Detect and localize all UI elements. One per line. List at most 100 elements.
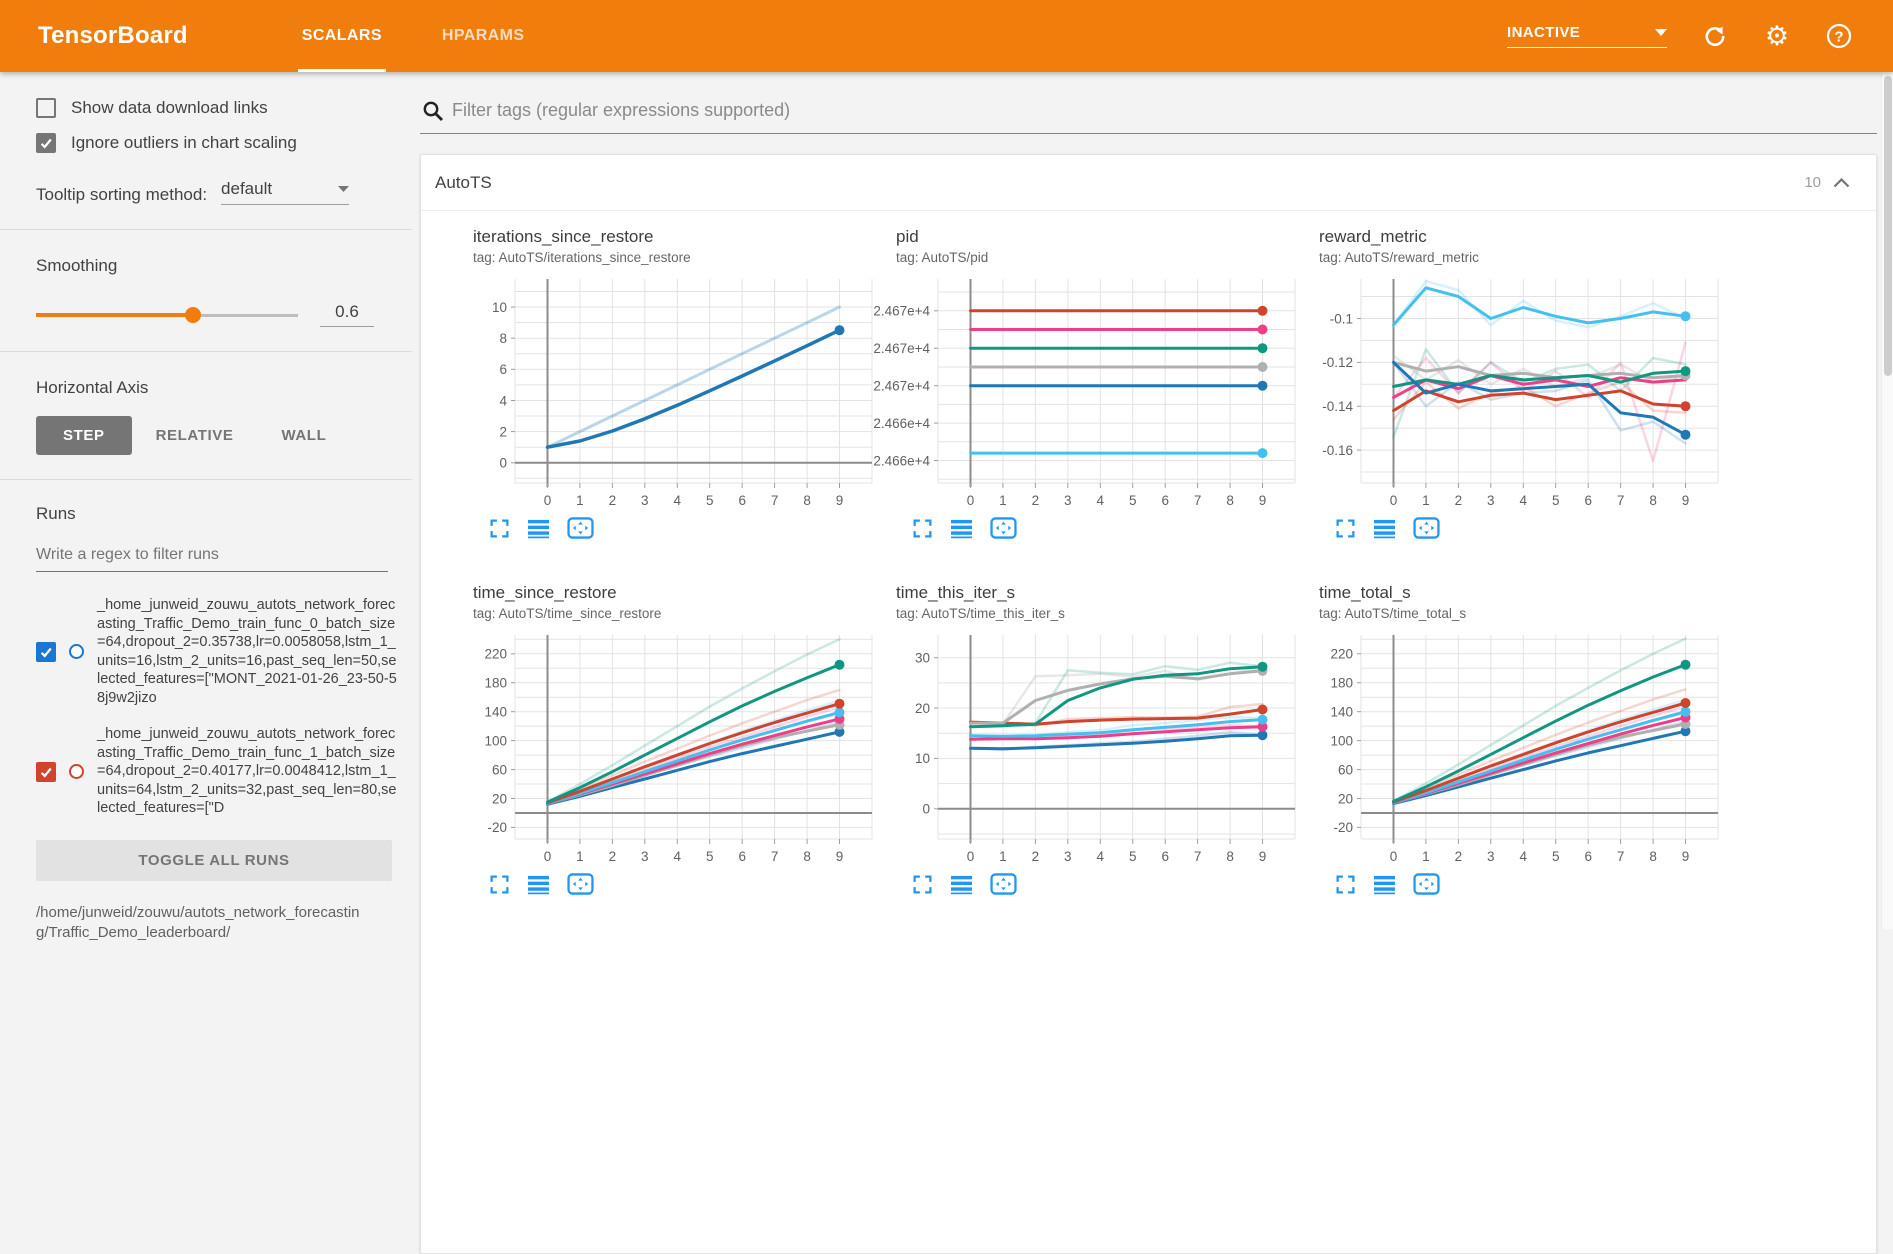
fullscreen-icon[interactable] — [489, 518, 510, 539]
smoothing-slider[interactable] — [36, 305, 298, 325]
show-download-links-checkbox[interactable] — [36, 98, 56, 118]
runs-list-icon[interactable] — [527, 874, 550, 895]
top-app-bar: TensorBoard SCALARS HPARAMS INACTIVE ⚙ ? — [0, 0, 1893, 72]
refresh-icon[interactable] — [1701, 22, 1729, 50]
svg-text:6: 6 — [499, 362, 507, 377]
data-status-dropdown[interactable]: INACTIVE — [1507, 24, 1667, 48]
tooltip-sorting-dropdown[interactable]: default — [221, 179, 349, 205]
chart-block-iterations_since_restore: iterations_since_restore tag: AutoTS/ite… — [451, 227, 874, 539]
svg-text:6: 6 — [1161, 493, 1169, 508]
chart-tag: tag: AutoTS/time_total_s — [1319, 606, 1720, 621]
tab-hparams[interactable]: HPARAMS — [412, 0, 555, 72]
svg-text:3: 3 — [1487, 849, 1495, 864]
fullscreen-icon[interactable] — [912, 874, 933, 895]
status-label: INACTIVE — [1507, 24, 1580, 41]
svg-text:9: 9 — [836, 849, 844, 864]
run-radio[interactable] — [69, 764, 84, 779]
svg-text:10: 10 — [492, 300, 507, 315]
svg-text:0: 0 — [967, 493, 975, 508]
fit-domain-icon[interactable] — [990, 517, 1017, 539]
fit-domain-icon[interactable] — [1413, 517, 1440, 539]
ignore-outliers-label: Ignore outliers in chart scaling — [71, 133, 297, 153]
fit-domain-icon[interactable] — [567, 517, 594, 539]
smoothing-value[interactable]: 0.6 — [320, 302, 374, 327]
svg-text:7: 7 — [1194, 849, 1202, 864]
svg-text:1: 1 — [1422, 849, 1430, 864]
runs-list-icon[interactable] — [1373, 518, 1396, 539]
svg-text:0: 0 — [544, 493, 552, 508]
slider-thumb[interactable] — [185, 307, 201, 323]
section-header[interactable]: AutoTS 10 — [421, 155, 1876, 211]
runs-list-icon[interactable] — [950, 518, 973, 539]
fullscreen-icon[interactable] — [1335, 874, 1356, 895]
svg-text:60: 60 — [1338, 762, 1353, 777]
svg-text:8: 8 — [499, 331, 507, 346]
runs-filter-input[interactable] — [36, 540, 388, 572]
runs-list-icon[interactable] — [527, 518, 550, 539]
main-content: AutoTS 10 iterations_since_restore tag: … — [412, 72, 1893, 929]
svg-text:4: 4 — [1520, 849, 1528, 864]
chart-tag: tag: AutoTS/iterations_since_restore — [473, 250, 874, 265]
run-radio[interactable] — [69, 644, 84, 659]
svg-text:2.467e+4: 2.467e+4 — [874, 304, 930, 319]
chart-tag: tag: AutoTS/time_since_restore — [473, 606, 874, 621]
app-logo: TensorBoard — [38, 22, 188, 50]
fit-domain-icon[interactable] — [1413, 873, 1440, 895]
svg-text:8: 8 — [803, 849, 811, 864]
section-collapse-control[interactable]: 10 — [1804, 174, 1850, 191]
chart-title: iterations_since_restore — [473, 227, 874, 247]
svg-text:8: 8 — [1649, 493, 1657, 508]
svg-text:-20: -20 — [1333, 820, 1353, 835]
svg-text:3: 3 — [1487, 493, 1495, 508]
tab-scalars[interactable]: SCALARS — [272, 0, 412, 72]
svg-text:-20: -20 — [487, 820, 507, 835]
run-checkbox[interactable] — [36, 642, 56, 662]
svg-text:4: 4 — [499, 393, 507, 408]
svg-text:180: 180 — [1330, 676, 1353, 691]
axis-relative-button[interactable]: RELATIVE — [132, 416, 258, 455]
svg-text:0: 0 — [499, 456, 507, 471]
vertical-scrollbar[interactable] — [1881, 72, 1893, 929]
svg-text:6: 6 — [738, 849, 746, 864]
svg-text:0: 0 — [922, 802, 930, 817]
run-item[interactable]: _home_junweid_zouwu_autots_network_forec… — [36, 596, 404, 707]
svg-text:5: 5 — [1552, 849, 1560, 864]
chart-title: time_this_iter_s — [896, 583, 1297, 603]
runs-list-icon[interactable] — [950, 874, 973, 895]
scrollbar-thumb[interactable] — [1884, 76, 1892, 376]
axis-wall-button[interactable]: WALL — [257, 416, 350, 455]
settings-icon[interactable]: ⚙ — [1763, 22, 1791, 50]
svg-text:8: 8 — [1226, 849, 1234, 864]
chevron-down-icon — [338, 186, 349, 192]
svg-text:100: 100 — [484, 733, 507, 748]
fit-domain-icon[interactable] — [990, 873, 1017, 895]
fit-domain-icon[interactable] — [567, 873, 594, 895]
axis-step-button[interactable]: STEP — [36, 416, 132, 455]
svg-text:2: 2 — [1032, 849, 1040, 864]
fullscreen-icon[interactable] — [1335, 518, 1356, 539]
svg-text:30: 30 — [915, 651, 930, 666]
horizontal-axis-label: Horizontal Axis — [36, 378, 404, 398]
run-item[interactable]: _home_junweid_zouwu_autots_network_forec… — [36, 725, 404, 818]
filter-tags-input[interactable] — [420, 92, 1877, 134]
toggle-all-runs-button[interactable]: TOGGLE ALL RUNS — [36, 840, 392, 881]
help-icon[interactable]: ? — [1825, 22, 1853, 50]
svg-text:6: 6 — [1161, 849, 1169, 864]
svg-text:?: ? — [1834, 29, 1843, 46]
fullscreen-icon[interactable] — [912, 518, 933, 539]
run-checkbox[interactable] — [36, 762, 56, 782]
runs-label: Runs — [36, 504, 404, 524]
fullscreen-icon[interactable] — [489, 874, 510, 895]
svg-text:1: 1 — [576, 849, 584, 864]
section-title: AutoTS — [435, 173, 492, 193]
svg-text:20: 20 — [915, 701, 930, 716]
runs-list-icon[interactable] — [1373, 874, 1396, 895]
ignore-outliers-checkbox[interactable] — [36, 133, 56, 153]
svg-text:1: 1 — [999, 849, 1007, 864]
chart-canvas-pid[interactable]: 2.467e+42.467e+42.467e+42.466e+42.466e+4… — [874, 273, 1297, 511]
